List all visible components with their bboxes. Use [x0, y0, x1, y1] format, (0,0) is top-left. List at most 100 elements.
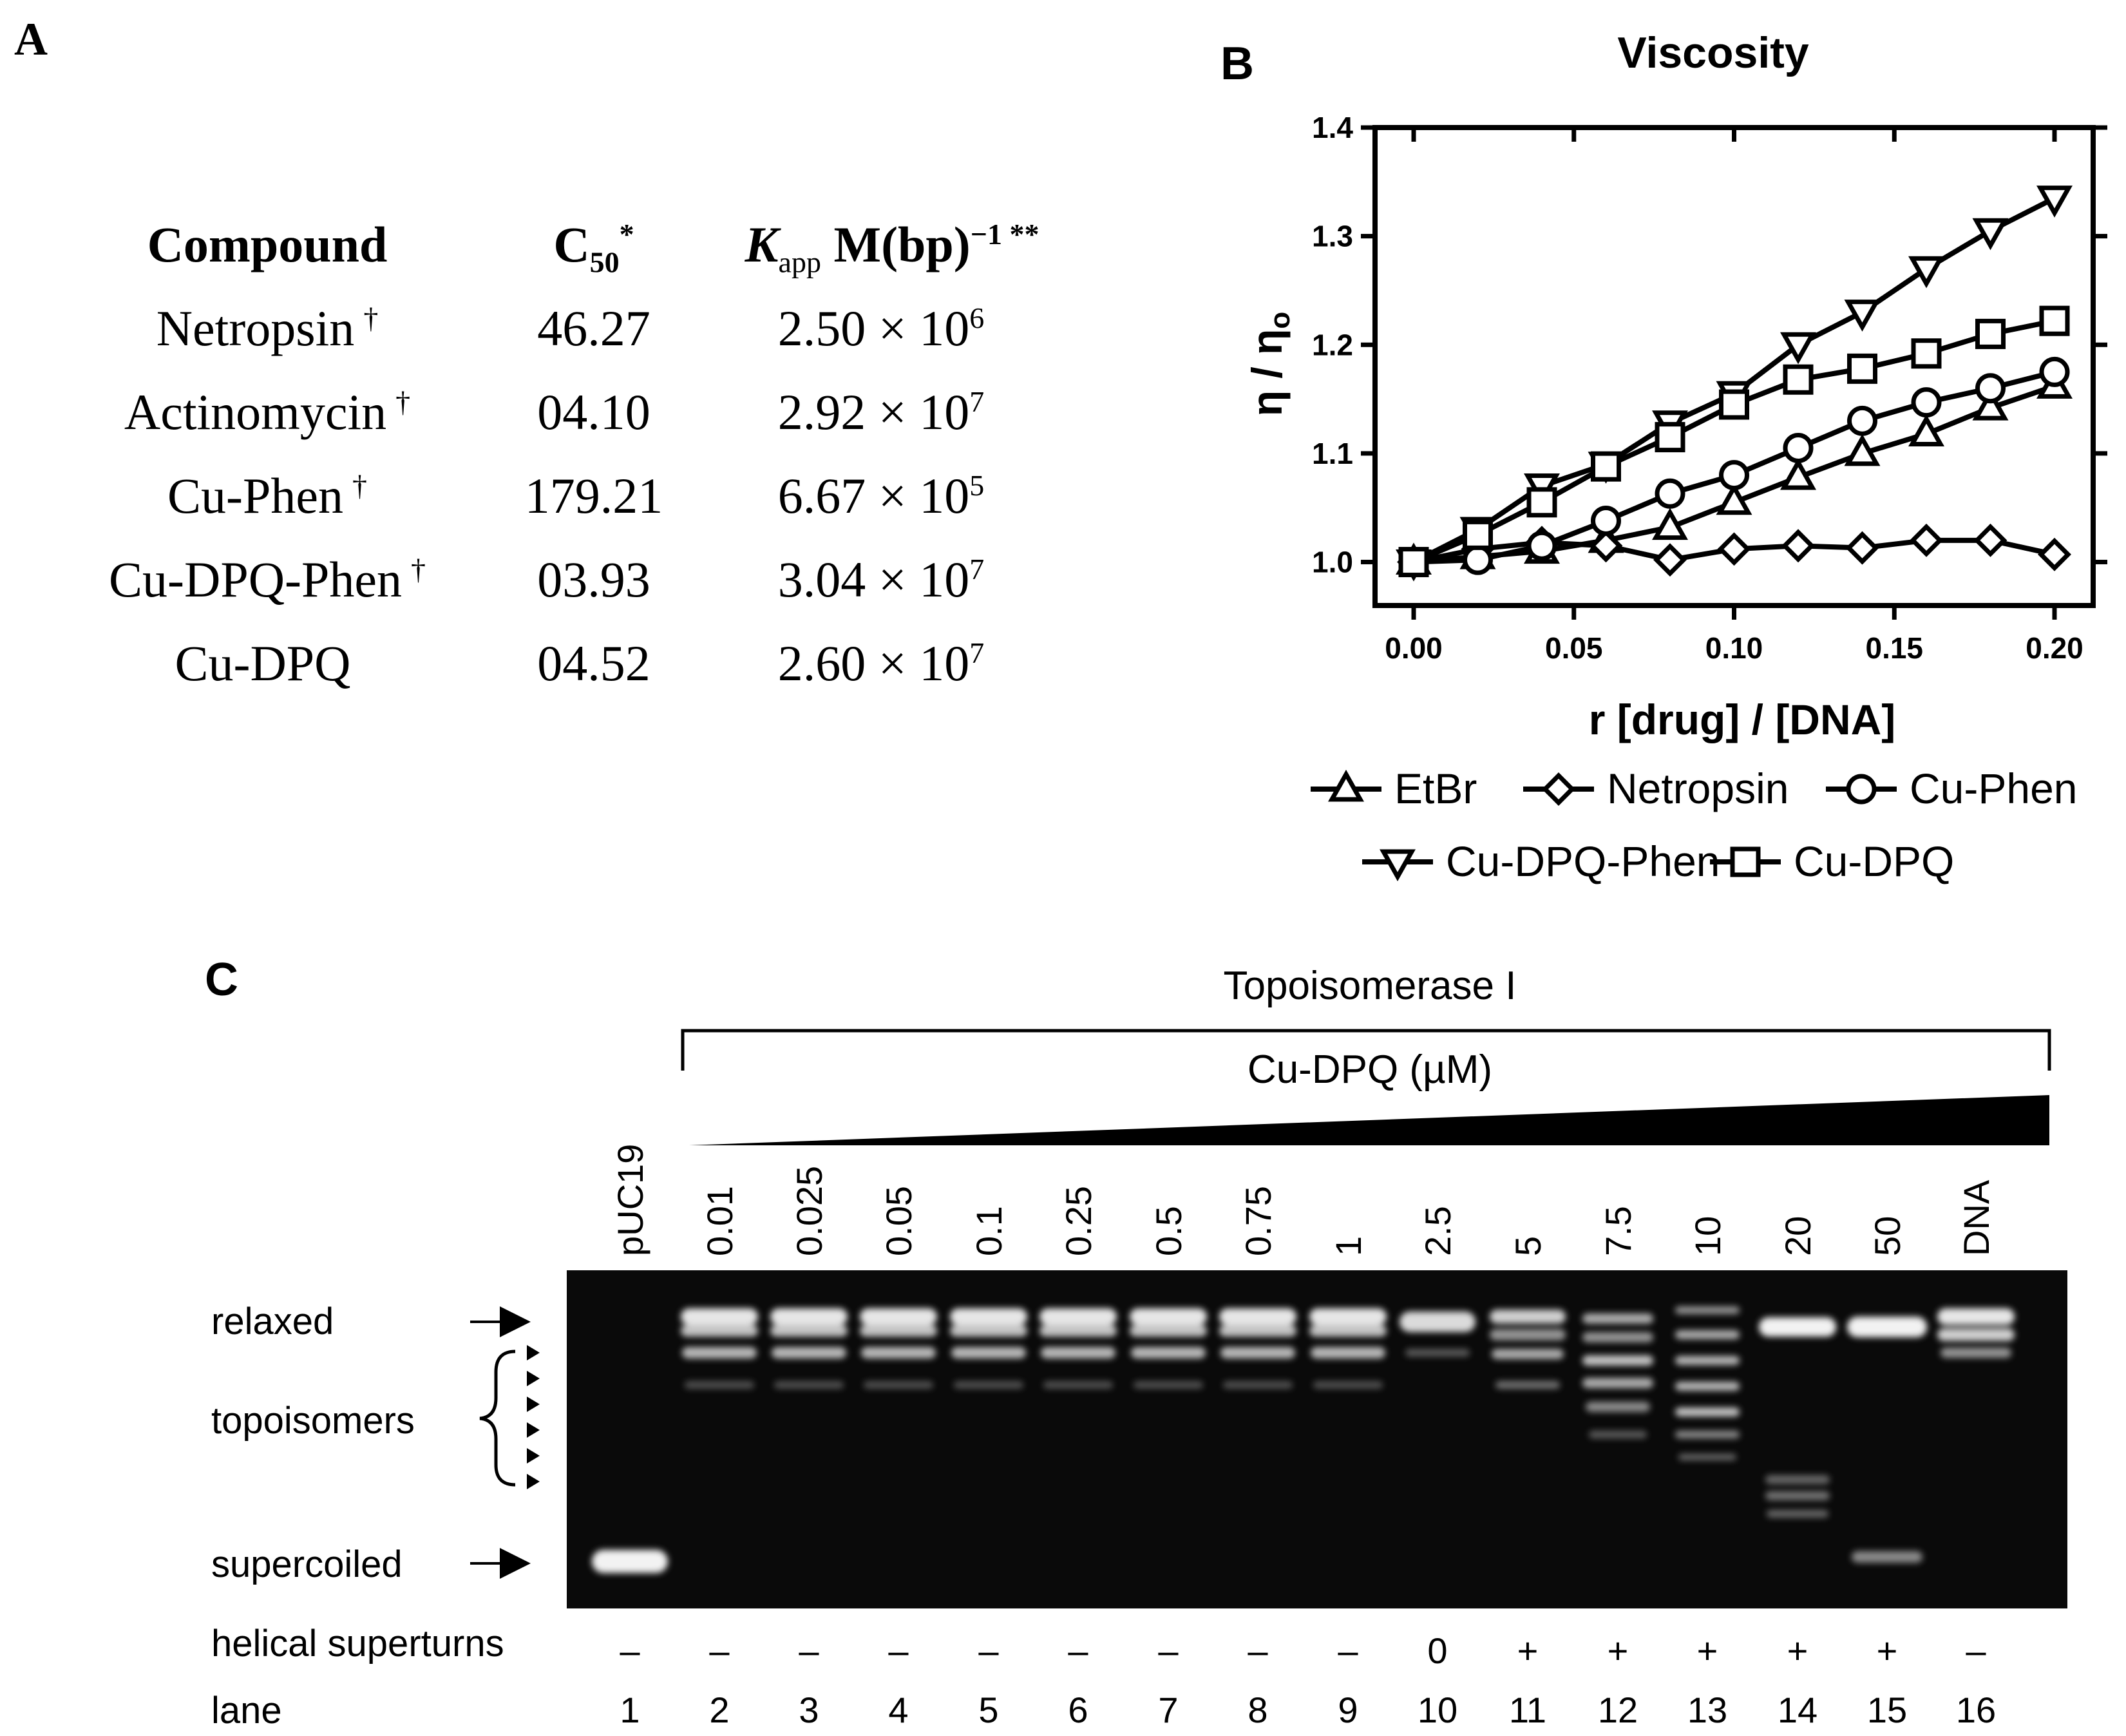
gel-band [1678, 1454, 1736, 1460]
gel-band [1937, 1308, 2015, 1325]
kapp-mantissa: 3.04 × 10 [777, 551, 970, 607]
kapp-exponent: 5 [969, 469, 985, 502]
panel-b-letter: B [1220, 38, 1254, 90]
superturn-cell: 0 [1427, 1630, 1448, 1671]
gel-band [681, 1308, 758, 1325]
gel-band [1582, 1355, 1653, 1366]
gel-band [1675, 1306, 1740, 1314]
table-cell-kapp: 2.92 × 107 [778, 383, 985, 441]
square-marker [1730, 846, 1761, 877]
gel-band [1405, 1349, 1470, 1357]
square-marker [1655, 422, 1685, 453]
header-c50-base: C [553, 216, 590, 272]
circle-marker [1719, 460, 1749, 491]
triangle-up-marker [1780, 457, 1816, 490]
diamond-marker [1910, 523, 1943, 557]
compound-name: Cu-Phen [167, 468, 343, 524]
gel-band [1937, 1328, 2015, 1341]
lane-label-1: pUC19 [610, 1143, 650, 1256]
gel-band [1223, 1381, 1293, 1389]
legend-item: Cu-DPQ-Phen [1362, 837, 1720, 885]
table-cell-kapp: 3.04 × 107 [778, 551, 985, 609]
circle-marker [1463, 544, 1493, 575]
gel-band [1490, 1329, 1566, 1340]
circle-marker [1847, 405, 1877, 436]
gel-band [1130, 1308, 1207, 1325]
gel-band [1309, 1308, 1387, 1325]
gel-band [1219, 1308, 1296, 1325]
triangle-down-marker [2036, 186, 2073, 218]
gel-band [950, 1308, 1027, 1325]
triangle-up-marker [1844, 434, 1881, 466]
wedge-shape [689, 1095, 2049, 1145]
gel-band [774, 1381, 844, 1389]
superturn-cell: – [978, 1630, 999, 1671]
header-kapp-unit: M(bp) [821, 216, 971, 272]
relaxed-label: relaxed [211, 1301, 334, 1342]
y-axis-label-sub: o [1264, 312, 1296, 329]
x-tick-label: 0.10 [1705, 631, 1763, 665]
triangle-down-marker [1844, 300, 1881, 332]
triangle-down-marker [1972, 218, 2009, 251]
gel-band [1039, 1325, 1117, 1337]
gel-band [1313, 1381, 1383, 1389]
header-c50: C50* [553, 216, 634, 277]
table-cell-c50: 03.93 [537, 551, 650, 607]
gel-band [1131, 1347, 1206, 1359]
y-axis: 1.0 1.1 1.2 1.3 1.4 [1312, 111, 2107, 579]
legend-label: Cu-Phen [1910, 765, 2078, 812]
table-cell-compound: Cu-Phen † [167, 467, 367, 525]
gel-band [1675, 1382, 1740, 1391]
lane-label-16: DNA [1956, 1179, 1997, 1256]
table-cell-compound: Cu-DPQ [175, 634, 359, 692]
gel-band [1311, 1347, 1385, 1359]
table-cell-kapp: 2.50 × 106 [778, 300, 985, 358]
kapp-mantissa: 6.67 × 10 [777, 468, 970, 524]
circle-marker [1911, 387, 1942, 418]
header-c50-sub: 50 [589, 245, 620, 279]
y-tick-label: 1.0 [1312, 546, 1353, 579]
compound-name: Cu-DPQ [175, 635, 351, 691]
y-tick-label: 1.1 [1312, 437, 1353, 470]
lane-label-5: 0.1 [969, 1206, 1009, 1256]
lane-number: 3 [799, 1690, 819, 1730]
triangle-up-marker [1652, 508, 1688, 540]
legend: EtBr Netropsin Cu-Phen Cu-DPQ-Phen Cu-DPQ [1311, 765, 2078, 885]
compound-name: Cu-DPQ-Phen [108, 551, 403, 607]
topoisomer-marker [527, 1345, 540, 1360]
triangle-down-marker [1380, 849, 1416, 882]
topoisomer-marker [527, 1422, 540, 1438]
diamond-marker [1973, 523, 2007, 557]
kapp-exponent: 7 [969, 385, 985, 418]
gel-annotations [470, 1306, 540, 1579]
circle-marker [1846, 774, 1877, 805]
compound-label: Cu-DPQ (µM) [1247, 1047, 1493, 1092]
gel-band [1759, 1317, 1836, 1337]
x-axis: 0.00 0.05 0.10 0.15 0.20 [1385, 128, 2083, 665]
gel-band [1847, 1317, 1927, 1337]
gel-band [685, 1381, 754, 1389]
superturn-cell: – [799, 1630, 819, 1671]
lane-label-10: 2.5 [1418, 1206, 1458, 1256]
diamond-marker [1717, 532, 1751, 566]
lane-number: 5 [978, 1690, 999, 1730]
circle-marker [1655, 478, 1685, 509]
superturns-row-label: helical superturns [211, 1623, 504, 1664]
gel-band [1675, 1330, 1740, 1339]
superturn-cell: – [1158, 1630, 1179, 1671]
lane-label-2: 0.01 [699, 1186, 740, 1256]
lane-number: 9 [1338, 1690, 1358, 1730]
header-kapp-base: K [745, 216, 779, 272]
superturn-cell: – [1966, 1630, 1986, 1671]
gel-band [1039, 1308, 1117, 1325]
x-tick-label: 0.20 [2026, 631, 2083, 665]
y-axis-label: η / ηo [1243, 312, 1296, 417]
superturn-cell: – [620, 1630, 640, 1671]
lane-label-11: 5 [1508, 1235, 1548, 1256]
gel-band [592, 1550, 668, 1573]
kapp-exponent: 7 [969, 636, 985, 669]
x-tick-label: 0.15 [1865, 631, 1923, 665]
gel-band [1492, 1349, 1564, 1359]
gel-band [1400, 1312, 1476, 1332]
legend-label: Cu-DPQ-Phen [1446, 837, 1720, 885]
